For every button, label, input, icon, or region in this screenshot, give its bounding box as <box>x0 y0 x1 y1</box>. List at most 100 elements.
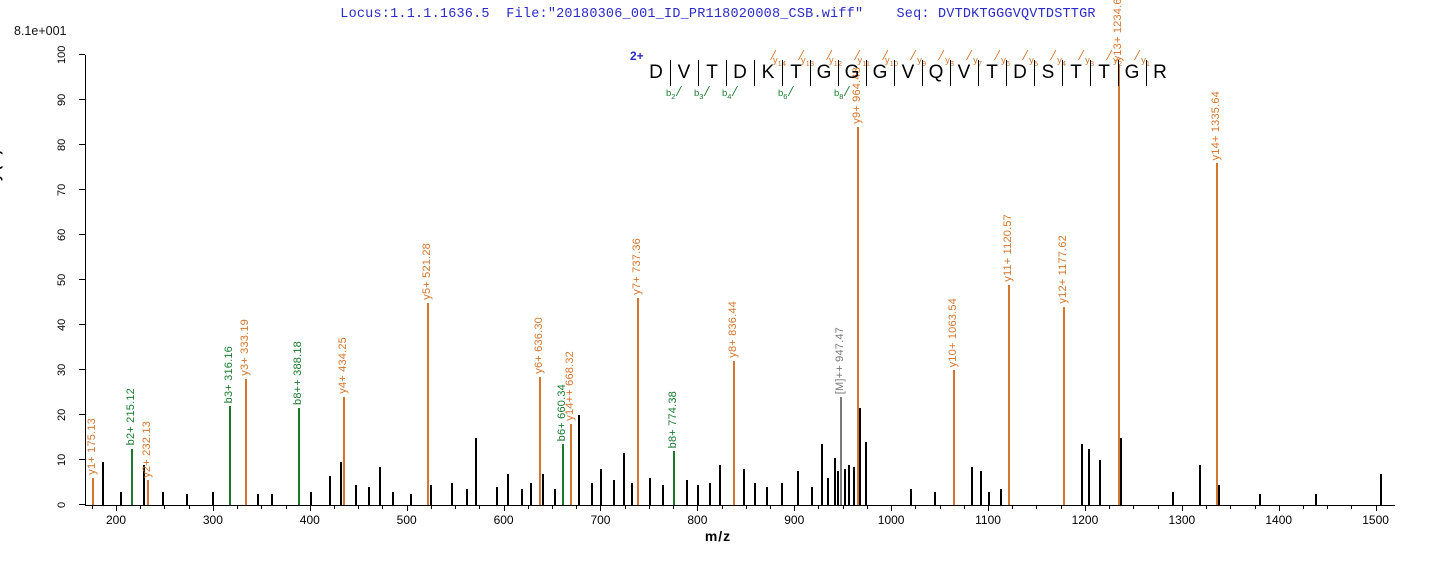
y-axis-tick <box>79 54 85 55</box>
y-axis: 0 10 20 30 40 50 60 70 80 90 100 <box>56 46 86 508</box>
y-axis-tick-label: 40 <box>56 318 68 332</box>
y-axis-tick-label: 90 <box>56 93 68 107</box>
x-axis-tick <box>91 505 93 509</box>
x-axis-tick <box>963 505 965 509</box>
residue-divider <box>978 60 979 86</box>
spectrum-peak-unassigned <box>685 480 688 505</box>
y-ion-label: y8 <box>945 55 954 68</box>
peak-label: y3+ 333.19 <box>239 319 252 376</box>
x-axis-tick <box>1351 505 1353 509</box>
y-ion-label: y3 <box>1085 55 1094 68</box>
spectrum-peak-unassigned <box>864 442 867 505</box>
residue-letter: V <box>901 62 915 83</box>
y-axis-tick-label: 10 <box>56 453 68 467</box>
peak-label: b2+ 215.12 <box>124 388 137 446</box>
x-axis-tick <box>1060 505 1062 509</box>
spectrum-peak-y-ion <box>342 397 345 505</box>
x-axis-tick <box>721 505 723 509</box>
x-axis-tick-label: 500 <box>396 513 417 527</box>
x-axis-tick <box>552 505 554 509</box>
x-axis-tick <box>1181 505 1183 511</box>
sequence-residue: Gy12 <box>810 50 843 86</box>
spectrum-peak-y-ion <box>569 424 572 505</box>
peak-label: y14++ 668.32 <box>563 351 576 421</box>
x-axis-tick <box>600 505 602 511</box>
peak-label: y6+ 636.30 <box>532 317 545 374</box>
spectrum-peak-unassigned <box>697 484 700 505</box>
residue-letter: V <box>957 62 971 83</box>
spectrum-peak-unassigned <box>309 491 312 505</box>
y-ion-label: y14 <box>772 55 786 68</box>
spectrum-peak-unassigned <box>1081 444 1084 505</box>
spectrum-peak-y-ion <box>245 379 248 505</box>
sequence-residue: Gy11b8 <box>833 50 871 101</box>
x-axis-tick-label: 200 <box>105 513 127 527</box>
spectrum-peak-unassigned <box>970 466 973 505</box>
x-axis-tick-label: 300 <box>202 513 223 527</box>
peak-label: b8++ 388.18 <box>292 341 305 406</box>
residue-divider <box>1062 60 1063 86</box>
peak-label: y1+ 175.13 <box>85 418 98 475</box>
spectrum-peak-unassigned <box>753 482 756 505</box>
y-axis-tick <box>79 144 85 145</box>
spectrum-peak-unassigned <box>1087 448 1090 505</box>
y-ion-label: y6 <box>1001 55 1010 68</box>
residue-letter: T <box>706 62 718 83</box>
spectrum-peak-unassigned <box>827 478 830 505</box>
spectrum-peak-unassigned <box>553 489 556 505</box>
y-axis-tick-label: 0 <box>56 501 68 509</box>
residue-divider <box>1034 60 1035 86</box>
residue-letter: T <box>790 62 802 83</box>
spectrum-peak-y-ion <box>636 298 639 505</box>
y-axis-tick-label: 20 <box>56 408 68 422</box>
x-axis-tick <box>406 505 408 511</box>
spectrum-peak-unassigned <box>1217 484 1220 505</box>
y-ion-label: y9 <box>917 55 926 68</box>
x-axis-tick <box>648 505 650 509</box>
x-axis-tick-label: 1200 <box>1071 513 1099 527</box>
spectrum-peak-unassigned <box>429 484 432 505</box>
residue-letter: D <box>649 62 663 83</box>
spectrum-peak-unassigned <box>613 480 616 505</box>
spectrum-peak-unassigned <box>521 489 524 505</box>
x-axis-tick <box>1206 505 1208 509</box>
spectrum-peak-unassigned <box>1119 437 1122 505</box>
spectrum-peak-unassigned <box>718 464 721 505</box>
spectrum-peak-unassigned <box>708 482 711 505</box>
x-axis-tick <box>164 505 166 509</box>
y-axis-tick <box>79 279 85 280</box>
spectrum-peak-unassigned <box>847 464 850 505</box>
spectrum-peak-unassigned <box>843 469 846 505</box>
residue-divider <box>1006 60 1007 86</box>
spectrum-peak-y-ion <box>147 480 150 505</box>
x-axis-tick <box>479 505 481 509</box>
spectrum-peak-unassigned <box>256 493 259 505</box>
spectrum-peak-unassigned <box>161 491 164 505</box>
spectrum-peak-unassigned <box>542 473 545 505</box>
x-axis-tick <box>1133 505 1135 509</box>
spectrum-peak-y-ion <box>732 361 735 505</box>
x-axis-tick <box>891 505 893 511</box>
x-axis-tick-label: 700 <box>590 513 611 527</box>
y-axis-tick-label: 100 <box>56 45 68 65</box>
residue-divider <box>698 60 699 86</box>
residue-row: DVb2Tb3Db4Ky14Ty13b6Gy12Gy11b8Gy10Vy9Qy8… <box>642 50 1174 101</box>
residue-letter: T <box>1098 62 1110 83</box>
y-ion-label: y5 <box>1029 55 1038 68</box>
y-ion-label: y2 <box>1113 55 1122 68</box>
x-axis-tick <box>237 505 239 509</box>
x-axis: 200 300 400 500 600 700 800 900 1000 1100 1200 1300… <box>85 505 1395 527</box>
x-axis-tick-label: 1100 <box>975 513 1001 527</box>
x-axis-tick <box>866 505 868 509</box>
x-axis-tick <box>1036 505 1038 509</box>
residue-divider <box>782 60 783 86</box>
x-axis-tick <box>988 505 990 511</box>
spectrum-peak-b-ion <box>130 448 133 505</box>
